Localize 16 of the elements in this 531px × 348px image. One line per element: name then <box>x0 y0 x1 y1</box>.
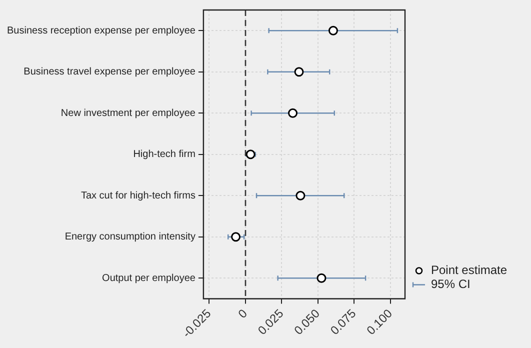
y-tick-label: New investment per employee <box>60 108 196 119</box>
y-tick-label: Energy consumption intensity <box>64 232 196 243</box>
y-tick-label: High-tech firm <box>133 149 196 160</box>
y-tick-label: Output per employee <box>102 272 196 284</box>
y-tick-label: Business travel expense per employee <box>24 66 196 78</box>
y-tick-label: Business reception expense per employee <box>6 25 196 36</box>
text: 95% CI <box>431 277 470 292</box>
legend-label: Point estimate <box>431 263 508 278</box>
point <box>328 26 338 36</box>
point <box>296 190 306 200</box>
point <box>294 67 304 77</box>
point <box>231 232 241 242</box>
y-tick-label: Tax cut for high-tech firms <box>80 190 196 202</box>
point <box>288 108 298 118</box>
point <box>316 273 326 283</box>
x-tick-label: 0 <box>235 306 250 322</box>
